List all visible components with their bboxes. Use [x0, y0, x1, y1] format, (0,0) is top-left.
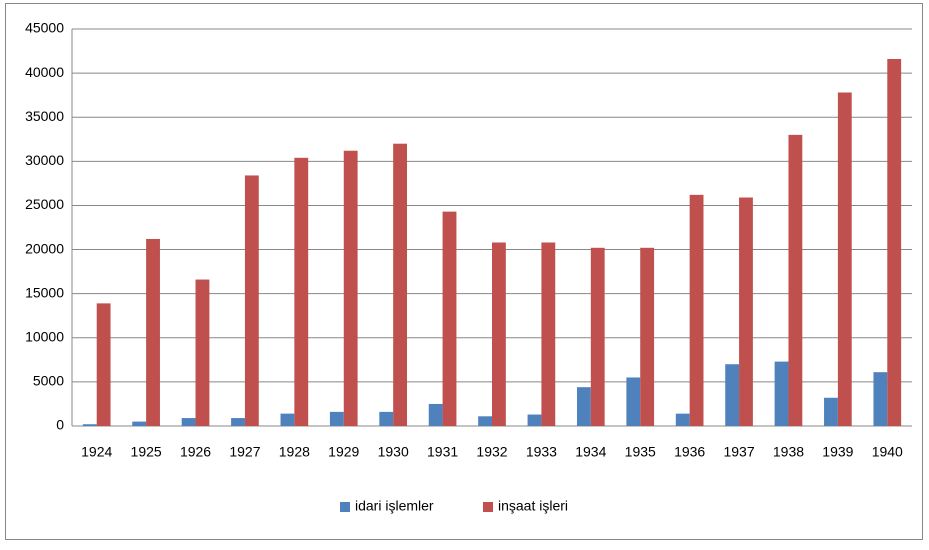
- y-tick-label: 40000: [25, 64, 64, 80]
- x-tick-label: 1938: [773, 444, 804, 460]
- bar: [329, 411, 344, 426]
- bar: [689, 194, 704, 426]
- bar: [280, 413, 295, 426]
- bar: [393, 143, 408, 426]
- bar: [195, 279, 210, 426]
- bar: [379, 411, 394, 426]
- legend-label: inşaat işleri: [498, 498, 568, 514]
- x-tick-label: 1932: [476, 444, 507, 460]
- x-tick-label: 1935: [625, 444, 656, 460]
- bar: [887, 58, 902, 427]
- y-tick-label: 20000: [25, 240, 64, 256]
- x-tick-label: 1934: [575, 444, 606, 460]
- x-tick-label: 1926: [180, 444, 211, 460]
- legend-label: idari işlemler: [355, 498, 434, 514]
- bar: [626, 377, 641, 426]
- x-tick-label: 1927: [229, 444, 260, 460]
- bar: [343, 150, 358, 426]
- bar: [181, 418, 196, 426]
- bar: [428, 403, 443, 426]
- bar: [576, 387, 591, 426]
- bar: [824, 397, 838, 426]
- x-tick-label: 1931: [427, 444, 458, 460]
- bar: [231, 418, 245, 426]
- bar: [146, 238, 160, 426]
- bar: [132, 421, 147, 426]
- bar: [675, 413, 690, 426]
- bar: [873, 372, 888, 426]
- bar: [96, 303, 111, 426]
- x-tick-label: 1939: [822, 444, 853, 460]
- x-tick-label: 1936: [674, 444, 705, 460]
- y-tick-label: 0: [56, 417, 64, 433]
- y-tick-label: 30000: [25, 152, 64, 168]
- bar: [739, 197, 753, 426]
- x-tick-label: 1933: [526, 444, 557, 460]
- x-tick-label: 1928: [279, 444, 310, 460]
- x-tick-label: 1937: [723, 444, 754, 460]
- y-tick-label: 5000: [33, 373, 64, 389]
- bar: [294, 157, 309, 426]
- x-tick-label: 1940: [872, 444, 903, 460]
- bar: [725, 364, 740, 426]
- y-tick-label: 25000: [25, 196, 64, 212]
- legend-swatch: [483, 502, 493, 512]
- bar: [541, 242, 556, 426]
- bar: [442, 211, 457, 426]
- bar: [492, 242, 506, 426]
- y-tick-label: 10000: [25, 328, 64, 344]
- bar: [244, 175, 259, 426]
- x-tick-label: 1930: [378, 444, 409, 460]
- x-tick-label: 1924: [81, 444, 112, 460]
- bar: [774, 361, 789, 426]
- bar: [590, 247, 605, 426]
- bar: [478, 416, 492, 426]
- bar: [788, 134, 803, 426]
- x-tick-label: 1929: [328, 444, 359, 460]
- legend-swatch: [340, 502, 350, 512]
- y-tick-label: 35000: [25, 108, 64, 124]
- bar: [527, 414, 542, 426]
- y-tick-label: 15000: [25, 284, 64, 300]
- bar: [837, 92, 852, 427]
- x-tick-label: 1925: [131, 444, 162, 460]
- y-tick-label: 45000: [25, 20, 64, 36]
- bar: [82, 424, 97, 426]
- bar: [640, 247, 655, 426]
